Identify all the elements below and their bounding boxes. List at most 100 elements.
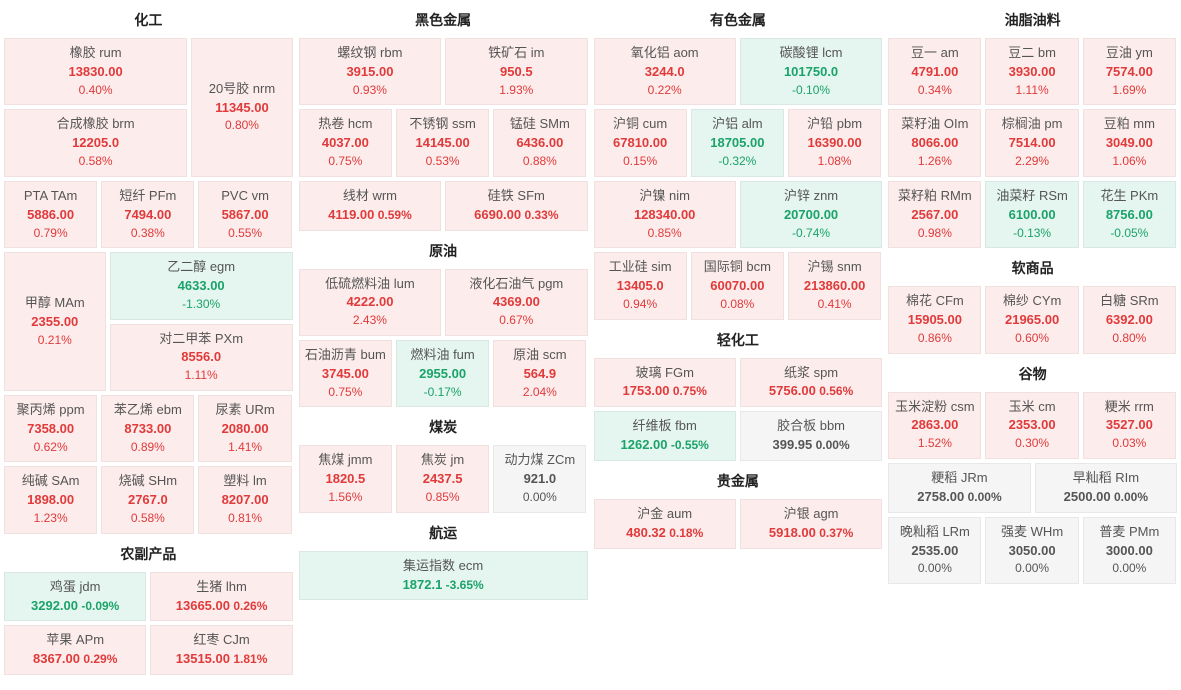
tile[interactable]: 沪锡 snm213860.000.41% [788,252,881,319]
tile-value: 14145.00 [401,135,484,152]
tile[interactable]: 早籼稻 RIm2500.00 0.00% [1035,463,1177,513]
tile-value: 2355.00 [9,314,101,331]
tile-pct: 0.41% [793,297,876,313]
tile[interactable]: 豆一 am4791.000.34% [888,38,981,105]
tile[interactable]: 纤维板 fbm1262.00 -0.55% [594,411,736,461]
tile[interactable]: 沪铝 alm18705.00-0.32% [691,109,784,176]
tile[interactable]: 20号胶 nrm11345.000.80% [191,38,293,177]
tile[interactable]: 强麦 WHm3050.000.00% [985,517,1078,584]
tile-value: 20700.00 [745,207,877,224]
tile[interactable]: 短纤 PFm7494.000.38% [101,181,194,248]
tile-pct: -0.17% [401,385,484,401]
section-title: 贵金属 [594,465,883,495]
tile[interactable]: 沪锌 znm20700.00-0.74% [740,181,882,248]
tile[interactable]: 玻璃 FGm1753.00 0.75% [594,358,736,408]
tile-name: 碳酸锂 lcm [745,45,877,62]
tile[interactable]: 生猪 lhm13665.00 0.26% [150,572,292,622]
tile[interactable]: 豆二 bm3930.001.11% [985,38,1078,105]
tile-pct: 0.67% [450,313,582,329]
tile[interactable]: 氧化铝 aom3244.00.22% [594,38,736,105]
tile-name: 纸浆 spm [745,365,877,382]
tile[interactable]: 锰硅 SMm6436.000.88% [493,109,586,176]
tile[interactable]: 液化石油气 pgm4369.000.67% [445,269,587,336]
tile[interactable]: 铁矿石 im950.51.93% [445,38,587,105]
tile[interactable]: 玉米 cm2353.000.30% [985,392,1078,459]
tile-value: 4791.00 [893,64,976,81]
tile-pct: 0.21% [9,333,101,349]
tile[interactable]: 碳酸锂 lcm101750.0-0.10% [740,38,882,105]
tile[interactable]: 鸡蛋 jdm3292.00 -0.09% [4,572,146,622]
tile[interactable]: 菜籽粕 RMm2567.000.98% [888,181,981,248]
tile-name: 玉米淀粉 csm [893,399,976,416]
tile-name: 氧化铝 aom [599,45,731,62]
tile[interactable]: 苹果 APm8367.00 0.29% [4,625,146,675]
tile[interactable]: 不锈钢 ssm14145.000.53% [396,109,489,176]
tile[interactable]: PTA TAm5886.000.79% [4,181,97,248]
tile[interactable]: 沪铜 cum67810.000.15% [594,109,687,176]
tile-value: 7494.00 [106,207,189,224]
tile-pct: 0.58% [9,154,182,170]
tile[interactable]: 沪铅 pbm16390.001.08% [788,109,881,176]
tile[interactable]: 低硫燃料油 lum4222.002.43% [299,269,441,336]
tile[interactable]: 集运指数 ecm1872.1 -3.65% [299,551,588,601]
tile[interactable]: 豆油 ym7574.001.69% [1083,38,1176,105]
tile[interactable]: 棉花 CFm15905.000.86% [888,286,981,353]
tile[interactable]: 甲醇 MAm2355.000.21% [4,252,106,391]
tile[interactable]: 沪银 agm5918.00 0.37% [740,499,882,549]
tile[interactable]: 对二甲苯 PXm8556.01.11% [110,324,293,391]
tile[interactable]: 合成橡胶 brm12205.00.58% [4,109,187,176]
tile[interactable]: 动力煤 ZCm921.00.00% [493,445,586,512]
tile[interactable]: 沪镍 nim128340.000.85% [594,181,736,248]
tile[interactable]: 苯乙烯 ebm8733.000.89% [101,395,194,462]
tile[interactable]: 胶合板 bbm399.95 0.00% [740,411,882,461]
tile[interactable]: 乙二醇 egm4633.00-1.30% [110,252,293,319]
tile[interactable]: 粳米 rrm3527.000.03% [1083,392,1176,459]
tile-pct: 2.04% [498,385,581,401]
tile[interactable]: 白糖 SRm6392.000.80% [1083,286,1176,353]
tile[interactable]: 聚丙烯 ppm7358.000.62% [4,395,97,462]
tile[interactable]: 硅铁 SFm6690.00 0.33% [445,181,587,231]
tile[interactable]: 热卷 hcm4037.000.75% [299,109,392,176]
tile[interactable]: 纸浆 spm5756.00 0.56% [740,358,882,408]
tile[interactable]: 尿素 URm2080.001.41% [198,395,291,462]
tile[interactable]: 烧碱 SHm2767.00.58% [101,466,194,533]
tile[interactable]: 玉米淀粉 csm2863.001.52% [888,392,981,459]
tile-value: 67810.00 [599,135,682,152]
tile-value: 7514.00 [990,135,1073,152]
tile[interactable]: PVC vm5867.000.55% [198,181,291,248]
tile-name: 沪镍 nim [599,188,731,205]
tile[interactable]: 工业硅 sim13405.00.94% [594,252,687,319]
tile[interactable]: 油菜籽 RSm6100.00-0.13% [985,181,1078,248]
tile[interactable]: 红枣 CJm13515.00 1.81% [150,625,292,675]
tile[interactable]: 螺纹钢 rbm3915.000.93% [299,38,441,105]
tile-value: 2567.00 [893,207,976,224]
tile-row: 氧化铝 aom3244.00.22%碳酸锂 lcm101750.0-0.10% [594,38,883,105]
tile-name: 对二甲苯 PXm [115,331,288,348]
tile-valrow: 8367.00 0.29% [9,651,141,668]
tile[interactable]: 粳稻 JRm2758.00 0.00% [888,463,1030,513]
tile[interactable]: 塑料 lm8207.000.81% [198,466,291,533]
tile[interactable]: 沪金 aum480.32 0.18% [594,499,736,549]
tile-value: 7574.00 [1088,64,1171,81]
tile[interactable]: 棕榈油 pm7514.002.29% [985,109,1078,176]
tile[interactable]: 花生 PKm8756.00-0.05% [1083,181,1176,248]
tile[interactable]: 豆粕 mm3049.001.06% [1083,109,1176,176]
tile[interactable]: 焦炭 jm2437.50.85% [396,445,489,512]
tile[interactable]: 燃料油 fum2955.00-0.17% [396,340,489,407]
tile[interactable]: 石油沥青 bum3745.000.75% [299,340,392,407]
tile[interactable]: 国际铜 bcm60070.000.08% [691,252,784,319]
tile[interactable]: 普麦 PMm3000.000.00% [1083,517,1176,584]
section-title: 原油 [299,235,588,265]
tile-name: 沪铅 pbm [793,116,876,133]
tile[interactable]: 晚籼稻 LRm2535.000.00% [888,517,981,584]
tile[interactable]: 菜籽油 OIm8066.001.26% [888,109,981,176]
tile[interactable]: 线材 wrm4119.00 0.59% [299,181,441,231]
tile[interactable]: 焦煤 jmm1820.51.56% [299,445,392,512]
tile[interactable]: 原油 scm564.92.04% [493,340,586,407]
tile[interactable]: 橡胶 rum13830.000.40% [4,38,187,105]
tile-value: 101750.0 [745,64,877,81]
tile[interactable]: 纯碱 SAm1898.001.23% [4,466,97,533]
tile-row: 纤维板 fbm1262.00 -0.55%胶合板 bbm399.95 0.00% [594,411,883,461]
tile[interactable]: 棉纱 CYm21965.000.60% [985,286,1078,353]
section-title: 有色金属 [594,4,883,34]
